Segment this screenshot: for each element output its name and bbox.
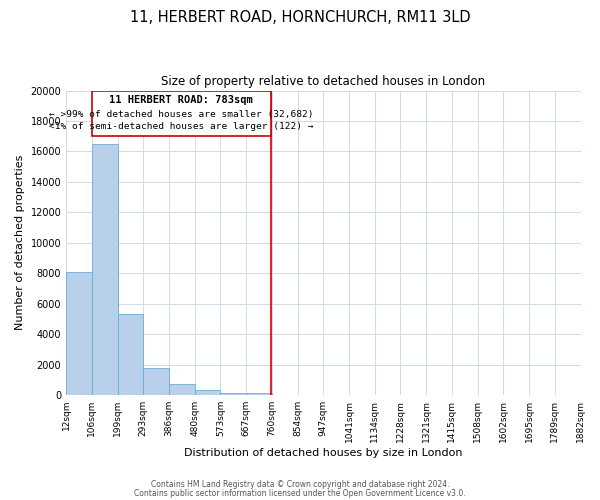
Bar bbox=[195, 390, 220, 395]
Y-axis label: Number of detached properties: Number of detached properties bbox=[15, 155, 25, 330]
Bar bbox=[246, 394, 272, 395]
Bar bbox=[92, 144, 118, 395]
Title: Size of property relative to detached houses in London: Size of property relative to detached ho… bbox=[161, 75, 485, 88]
X-axis label: Distribution of detached houses by size in London: Distribution of detached houses by size … bbox=[184, 448, 463, 458]
Bar bbox=[92, 90, 271, 136]
Text: 11 HERBERT ROAD: 783sqm: 11 HERBERT ROAD: 783sqm bbox=[109, 94, 253, 104]
Bar bbox=[143, 368, 169, 395]
Bar bbox=[169, 384, 195, 395]
Text: Contains public sector information licensed under the Open Government Licence v3: Contains public sector information licen… bbox=[134, 489, 466, 498]
Bar bbox=[220, 392, 246, 395]
Bar bbox=[118, 314, 143, 395]
Text: ← >99% of detached houses are smaller (32,682): ← >99% of detached houses are smaller (3… bbox=[49, 110, 314, 119]
Text: Contains HM Land Registry data © Crown copyright and database right 2024.: Contains HM Land Registry data © Crown c… bbox=[151, 480, 449, 489]
Bar bbox=[66, 272, 92, 395]
Text: 11, HERBERT ROAD, HORNCHURCH, RM11 3LD: 11, HERBERT ROAD, HORNCHURCH, RM11 3LD bbox=[130, 10, 470, 25]
Text: <1% of semi-detached houses are larger (122) →: <1% of semi-detached houses are larger (… bbox=[49, 122, 314, 130]
